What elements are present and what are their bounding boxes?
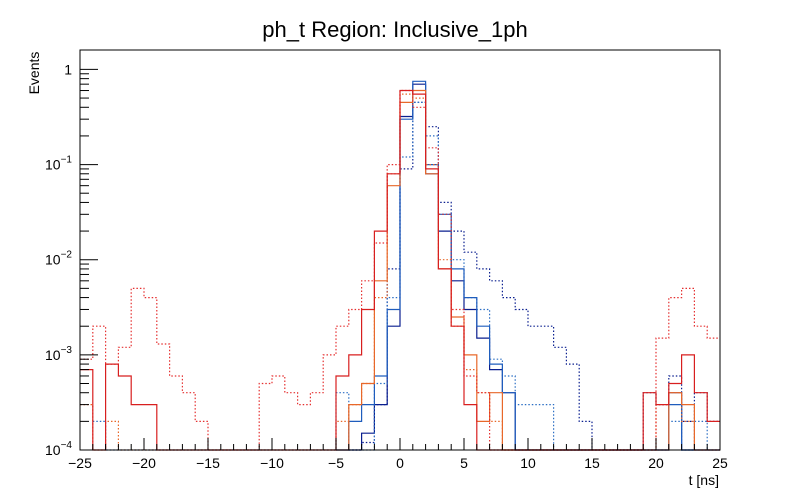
x-tick-label: 20: [648, 455, 664, 471]
x-tick-label: 0: [396, 455, 404, 471]
series-line-1: [348, 101, 720, 451]
x-tick-label: 25: [712, 455, 728, 471]
x-tick-label: −15: [196, 455, 220, 471]
x-tick-label: −20: [132, 455, 156, 471]
x-tick-label: −25: [68, 455, 92, 471]
chart-title: ph_t Region: Inclusive_1ph: [262, 17, 527, 42]
axis-layer: −25 −20 −15 −10 −5 0 5 10 15 20 25 10−4 10−3 10−2 10−1…: [45, 61, 728, 471]
series-line-3: [92, 101, 720, 451]
x-tick-label: 5: [460, 455, 468, 471]
y-tick-label: 10−3: [45, 345, 72, 363]
y-tick-label: 10−4: [45, 440, 72, 458]
series-line-6: [336, 89, 720, 451]
y-tick-label: 10−2: [45, 250, 72, 268]
x-axis-label: t [ns]: [689, 472, 719, 488]
x-tick-label: 10: [520, 455, 536, 471]
y-tick-label: 1: [64, 61, 72, 77]
y-tick-label: 10−1: [45, 155, 72, 173]
series-layer: [80, 80, 720, 451]
x-tick-label: −5: [328, 455, 344, 471]
series-line-4: [336, 80, 720, 451]
y-axis-label: Events: [26, 52, 42, 95]
x-tick-label: 15: [584, 455, 600, 471]
x-tick-label: −10: [260, 455, 284, 471]
series-line-2: [336, 83, 720, 451]
